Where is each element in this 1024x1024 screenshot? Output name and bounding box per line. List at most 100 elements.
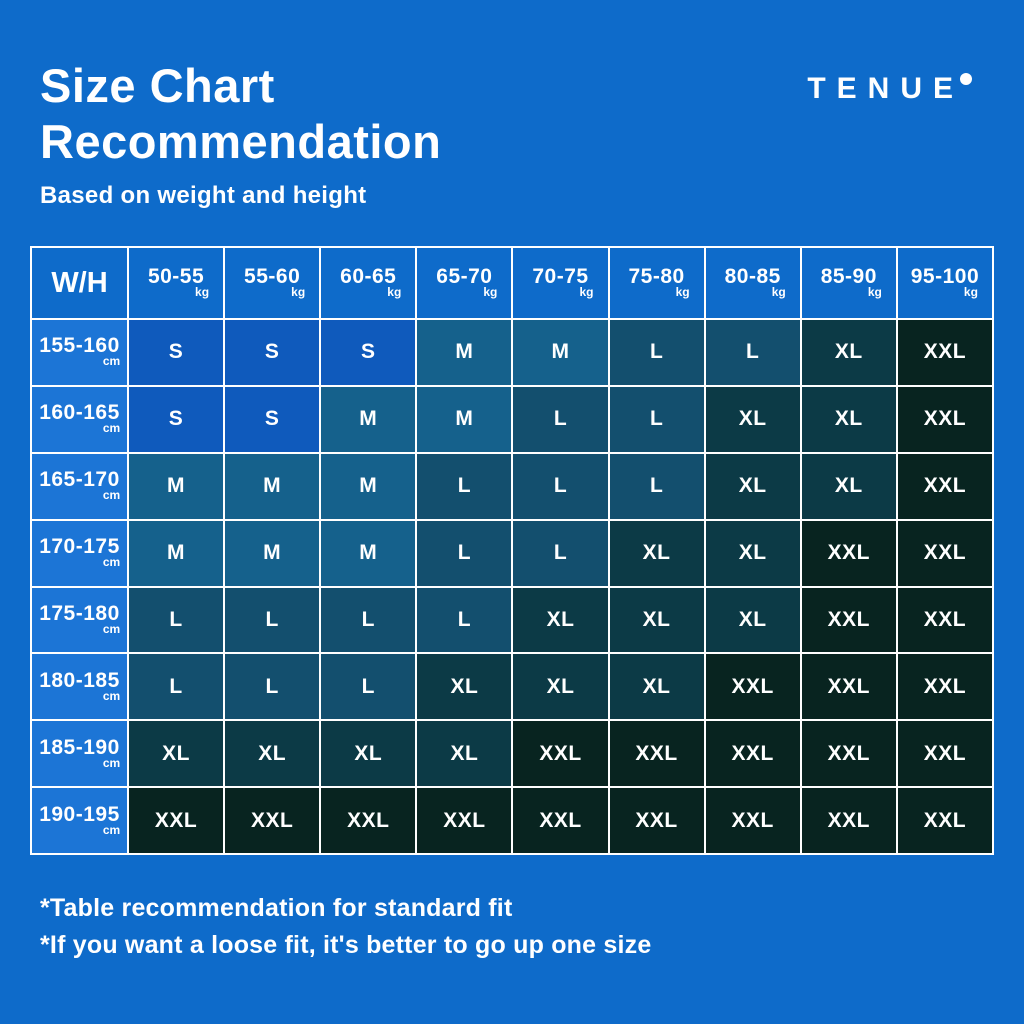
size-cell-r1-c8: XXL: [897, 386, 992, 452]
size-cell-r0-c0: S: [129, 320, 224, 385]
height-label-2-range: 165-170: [39, 468, 120, 492]
weight-header-3-unit: kg: [483, 285, 498, 299]
size-cell-r7-c5: XXL: [609, 788, 704, 853]
weight-header-1-unit: kg: [291, 285, 306, 299]
size-cell-r0-c5: L: [609, 320, 704, 385]
size-cell-r4-c5: XL: [609, 587, 704, 653]
size-cell-r4-c0: L: [129, 587, 224, 653]
size-cell-r3-c8: XXL: [897, 520, 992, 586]
size-cell-r2-c3: L: [417, 453, 512, 519]
size-cell-r3-c4: L: [513, 520, 608, 586]
size-cell-r5-c4: XL: [513, 654, 608, 720]
title-block: Size Chart Recommendation Based on weigh…: [40, 58, 441, 210]
height-label-2-unit: cm: [102, 488, 121, 503]
page-title-line1: Size Chart: [40, 59, 275, 112]
weight-header-1: 55-60 kg: [225, 248, 320, 318]
size-cell-r7-c1: XXL: [225, 788, 320, 853]
weight-header-5-range: 75-80: [628, 265, 685, 288]
weight-header-6-range: 80-85: [724, 265, 781, 288]
height-label-3-unit: cm: [102, 555, 121, 570]
size-cell-r6-c5: XXL: [609, 721, 704, 787]
size-cell-r7-c7: XXL: [801, 788, 896, 853]
weight-header-4-range: 70-75: [532, 265, 589, 288]
weight-header-7-unit: kg: [867, 285, 882, 299]
size-cell-r2-c1: M: [225, 453, 320, 519]
footnotes: *Table recommendation for standard fit *…: [40, 890, 651, 964]
height-label-0-unit: cm: [102, 354, 121, 369]
size-cell-r7-c0: XXL: [129, 788, 224, 853]
size-cell-r2-c8: XXL: [897, 453, 992, 519]
size-cell-r4-c7: XXL: [801, 587, 896, 653]
size-cell-r5-c8: XXL: [897, 654, 992, 720]
size-cell-r5-c0: L: [129, 654, 224, 720]
height-label-7-range: 190-195: [39, 802, 120, 826]
weight-header-0-range: 50-55: [147, 265, 205, 288]
height-label-4: 175-180 cm: [32, 587, 127, 653]
size-cell-r0-c8: XXL: [897, 320, 992, 385]
size-cell-r5-c2: L: [321, 654, 416, 720]
weight-header-0: 50-55 kg: [129, 248, 224, 318]
size-cell-r6-c7: XXL: [801, 721, 896, 787]
height-label-4-range: 175-180: [39, 601, 120, 625]
size-cell-r1-c6: XL: [705, 386, 800, 452]
height-label-5-range: 180-185: [39, 668, 120, 692]
footnote-loose-fit: *If you want a loose fit, it's better to…: [40, 931, 652, 959]
size-cell-r3-c0: M: [129, 520, 224, 586]
size-cell-r4-c8: XXL: [897, 587, 992, 653]
height-label-3-range: 170-175: [39, 535, 120, 559]
size-cell-r1-c1: S: [225, 386, 320, 452]
height-label-7: 190-195 cm: [32, 788, 127, 853]
size-cell-r1-c3: M: [417, 386, 512, 452]
brand-dot-icon: [960, 73, 972, 85]
height-label-1-range: 160-165: [39, 401, 120, 425]
height-label-6-unit: cm: [102, 755, 121, 770]
height-label-4-unit: cm: [102, 621, 121, 636]
height-label-6: 185-190 cm: [32, 721, 127, 787]
size-cell-r4-c3: L: [417, 587, 512, 653]
size-cell-r0-c7: XL: [801, 320, 896, 385]
size-cell-r2-c5: L: [609, 453, 704, 519]
corner-cell-wh: W/H: [32, 248, 127, 318]
weight-header-4: 70-75 kg: [513, 248, 608, 318]
size-cell-r7-c8: XXL: [897, 788, 992, 853]
size-cell-r2-c7: XL: [801, 453, 896, 519]
weight-header-7-range: 85-90: [820, 265, 877, 288]
weight-header-0-unit: kg: [195, 285, 210, 299]
size-cell-r6-c1: XL: [225, 721, 320, 787]
weight-header-5-unit: kg: [675, 285, 690, 299]
size-cell-r3-c3: L: [417, 520, 512, 586]
weight-header-2-range: 60-65: [340, 265, 397, 288]
size-cell-r3-c2: M: [321, 520, 416, 586]
size-cell-r6-c6: XXL: [705, 721, 800, 787]
size-cell-r3-c7: XXL: [801, 520, 896, 586]
size-cell-r1-c7: XL: [801, 386, 896, 452]
size-cell-r4-c1: L: [225, 587, 320, 653]
size-cell-r0-c1: S: [225, 320, 320, 385]
weight-header-2: 60-65 kg: [321, 248, 416, 318]
size-cell-r7-c2: XXL: [321, 788, 416, 853]
height-label-1-unit: cm: [102, 421, 121, 436]
height-label-1: 160-165 cm: [32, 386, 127, 452]
size-cell-r4-c4: XL: [513, 587, 608, 653]
size-cell-r5-c3: XL: [417, 654, 512, 720]
height-label-0: 155-160 cm: [32, 320, 127, 385]
size-cell-r3-c1: M: [225, 520, 320, 586]
height-label-0-range: 155-160: [39, 334, 120, 358]
size-cell-r5-c5: XL: [609, 654, 704, 720]
size-cell-r3-c5: XL: [609, 520, 704, 586]
size-cell-r0-c2: S: [321, 320, 416, 385]
size-cell-r1-c4: L: [513, 386, 608, 452]
size-cell-r6-c0: XL: [129, 721, 224, 787]
size-cell-r1-c0: S: [129, 386, 224, 452]
weight-header-5: 75-80 kg: [609, 248, 704, 318]
brand-name: TENUE: [807, 72, 964, 105]
size-cell-r7-c6: XXL: [705, 788, 800, 853]
size-cell-r1-c2: M: [321, 386, 416, 452]
weight-header-7: 85-90 kg: [801, 248, 896, 318]
weight-header-4-unit: kg: [579, 285, 594, 299]
weight-header-8-unit: kg: [963, 285, 978, 299]
brand-logo: TENUE: [807, 72, 972, 106]
footnote-standard-fit: *Table recommendation for standard fit: [40, 894, 513, 922]
height-label-2: 165-170 cm: [32, 453, 127, 519]
weight-header-6: 80-85 kg: [705, 248, 800, 318]
